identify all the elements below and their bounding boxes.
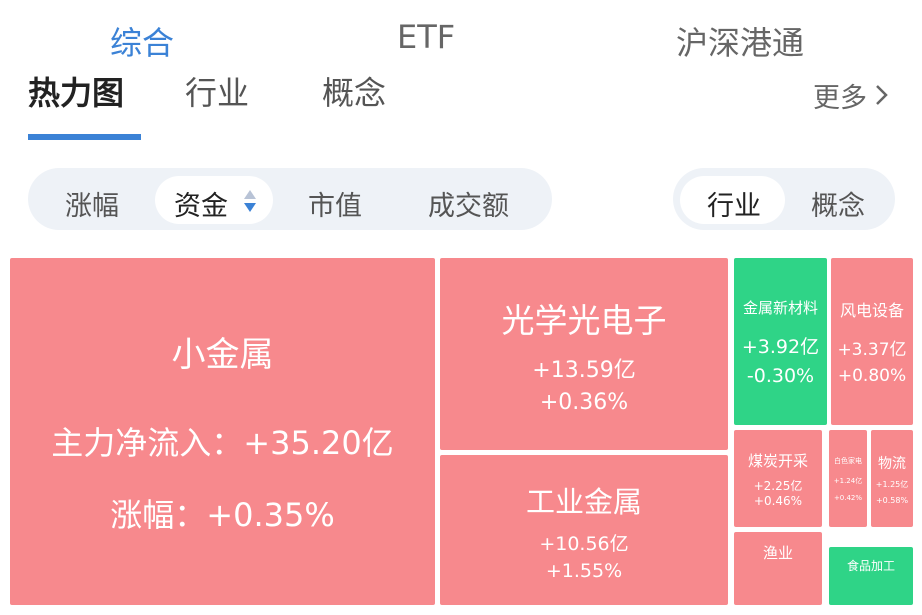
- more-link[interactable]: 更多: [813, 76, 891, 115]
- tile[interactable]: 食品加工: [829, 547, 913, 605]
- tile[interactable]: 风电设备 +3.37亿 +0.80%: [831, 258, 913, 425]
- tile-name: 工业金属: [525, 484, 642, 519]
- tile-flow: +2.25亿: [753, 478, 803, 493]
- tile-change: +0.46%: [753, 493, 803, 508]
- tile-change: 涨幅：+0.35%: [110, 490, 334, 536]
- tile-flow: +1.24亿: [833, 476, 863, 485]
- tab[interactable]: 综合: [110, 24, 175, 62]
- toggle[interactable]: 概念: [811, 191, 865, 222]
- tile[interactable]: 物流 +1.25亿 +0.58%: [871, 430, 913, 527]
- filter[interactable]: 成交额: [428, 191, 509, 222]
- selected-bg: [680, 176, 785, 224]
- tile-change: -0.30%: [746, 364, 815, 387]
- tile-name: 风电设备: [839, 301, 904, 320]
- tile-flow: +1.25亿: [875, 479, 909, 489]
- flow-value: +35.20亿: [243, 424, 394, 462]
- tile-name: 物流: [878, 455, 906, 472]
- filter[interactable]: 市值: [308, 191, 362, 222]
- more-text: 更多: [813, 83, 867, 114]
- tile[interactable]: 金属新材料 +3.92亿 -0.30%: [734, 258, 827, 425]
- filter-bar: [28, 168, 552, 230]
- tile-name: 光学光电子: [501, 300, 667, 340]
- flow-label: 主力净流入：: [51, 424, 244, 462]
- tile-flow: 主力净流入：+35.20亿: [51, 418, 393, 464]
- tile-change: +0.36%: [539, 389, 629, 415]
- tile-change: +0.58%: [875, 495, 909, 505]
- tile[interactable]: 小金属 主力净流入：+35.20亿 涨幅：+0.35%: [10, 258, 435, 605]
- tile-name: 渔业: [762, 544, 793, 562]
- tile[interactable]: 工业金属 +10.56亿 +1.55%: [440, 455, 728, 605]
- tile[interactable]: 白色家电 +1.24亿 +0.42%: [829, 430, 867, 527]
- filter[interactable]: 涨幅: [65, 191, 119, 222]
- tile-flow: +3.92亿: [741, 335, 820, 358]
- tile[interactable]: 煤炭开采 +2.25亿 +0.46%: [734, 430, 822, 527]
- tile-name: 白色家电: [834, 456, 862, 465]
- change-value: +0.35%: [206, 496, 335, 534]
- selected-bg: [155, 176, 273, 224]
- tile-flow: +3.37亿: [837, 340, 907, 360]
- sub-tab[interactable]: 行业: [185, 74, 250, 108]
- tab[interactable]: ETF: [397, 18, 456, 56]
- tile-name: 金属新材料: [742, 298, 818, 317]
- sub-tab[interactable]: 概念: [322, 74, 387, 108]
- active-indicator: [28, 134, 141, 140]
- tile-name: 食品加工: [846, 559, 895, 573]
- filter[interactable]: 资金: [174, 191, 228, 222]
- tile-flow: +13.59亿: [532, 357, 636, 383]
- tile[interactable]: 光学光电子 +13.59亿 +0.36%: [440, 258, 728, 450]
- tile-flow: +10.56亿: [539, 532, 629, 555]
- sort-icon: [244, 190, 256, 212]
- tile-name: 煤炭开采: [747, 451, 808, 470]
- tile-change: +0.42%: [833, 493, 863, 502]
- sub-tab[interactable]: 热力图: [28, 74, 125, 108]
- tab[interactable]: 沪深港通: [676, 24, 805, 62]
- toggle[interactable]: 行业: [707, 191, 761, 222]
- change-label: 涨幅：: [110, 496, 207, 534]
- tile-change: +1.55%: [545, 559, 623, 582]
- tile-name: 小金属: [171, 335, 274, 375]
- tile[interactable]: 渔业: [734, 532, 822, 605]
- chevron: [876, 85, 888, 105]
- tile-change: +0.80%: [837, 366, 907, 386]
